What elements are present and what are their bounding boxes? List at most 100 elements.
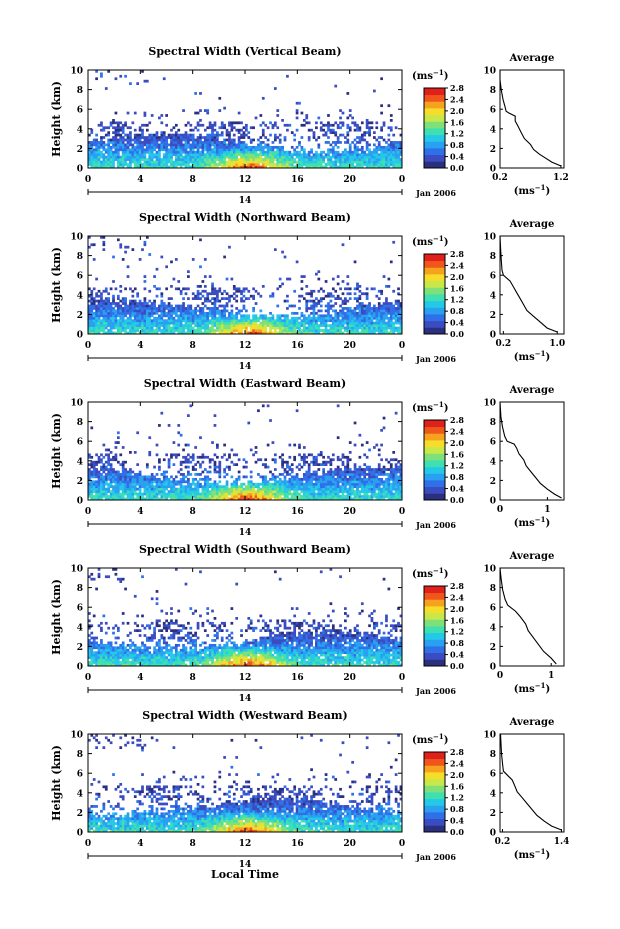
heatmap-cell [184,133,188,137]
heatmap-cell [329,492,333,496]
heatmap-cell [344,487,347,491]
heatmap-cell [102,487,106,491]
heatmap-cell [138,324,142,327]
heatmap-cell [264,143,268,147]
heatmap-cell [278,150,282,154]
heatmap-cell [312,460,316,464]
heatmap-cell [129,314,132,318]
heatmap-cell [373,287,376,291]
heatmap-cell [254,153,258,157]
heatmap-cell [319,480,323,484]
heatmap-cell [322,455,326,459]
heatmap-cell [216,490,219,493]
heatmap-cell [201,153,205,157]
heatmap-cell [348,292,352,296]
heatmap-cell [187,329,190,332]
heatmap-cell [317,160,321,164]
heatmap-cell [245,316,248,320]
heatmap-cell [223,304,226,308]
heatmap-cell [172,126,176,130]
heatmap-cell [203,329,207,332]
heatmap-cell [259,314,263,318]
heatmap-cell [172,482,176,486]
heatmap-cell [162,475,166,479]
heatmap-cell [245,153,248,157]
heatmap-cell [148,475,152,479]
heatmap-cell [92,160,96,164]
heatmap-cell [235,453,239,457]
heatmap-cell [319,163,323,166]
heatmap-cell [155,163,159,166]
average-y-tick-label: 8 [490,86,496,96]
heatmap-cell [194,490,197,493]
heatmap-cell [295,116,299,120]
heatmap-cell [177,287,181,291]
heatmap-cell [358,136,362,139]
heatmap-cell [252,158,255,161]
heatmap-cell [302,475,306,479]
heatmap-cell [208,150,212,154]
heatmap-cell [319,487,323,491]
heatmap-cell [158,468,161,471]
heatmap-cell [281,465,284,469]
heatmap-cell [281,319,284,323]
heatmap-cell [261,165,265,169]
heatmap-cell [237,321,241,325]
heatmap-cell [225,165,229,169]
heatmap-cell [315,155,318,159]
heatmap-cell [153,475,156,479]
heatmap-cell [211,131,214,134]
heatmap-cell [261,131,265,134]
heatmap-cell [252,126,255,130]
heatmap-cell [121,307,125,310]
heatmap-cell [235,294,239,298]
heatmap-cell [278,477,282,481]
heatmap-cell [327,302,330,305]
heatmap-cell [95,165,98,169]
colorbar-tick-label: 2.0 [450,272,464,282]
heatmap-cell [252,160,255,164]
heatmap-cell [240,329,243,332]
heatmap-cell [336,275,340,278]
heatmap-cell [116,319,120,323]
heatmap-cell [208,123,212,127]
heatmap-cell [373,158,376,161]
heatmap-cell [377,148,381,152]
colorbar-frame [423,253,446,335]
heatmap-cell [194,477,197,481]
heatmap-cell [218,480,222,484]
heatmap-cell [237,475,241,479]
heatmap-cell [148,321,152,325]
heatmap-cell [148,451,152,454]
colorbar-segment [424,307,445,315]
panel-title: Spectral Width (Vertical Beam) [148,45,341,58]
heatmap-cell [242,316,246,320]
heatmap-cell [155,473,159,476]
heatmap-cell [315,316,318,320]
heatmap-cell [114,126,118,130]
heatmap-cell [203,258,207,261]
heatmap-cell [124,302,127,305]
heatmap-cell [191,455,195,459]
heatmap-cell [196,158,200,161]
heatmap-cell [317,492,321,496]
heatmap-cell [177,133,181,137]
heatmap-cell [346,324,350,327]
heatmap-cell [211,292,214,296]
heatmap-cell [150,133,154,137]
heatmap-cell [179,155,183,159]
heatmap-cell [196,153,200,157]
heatmap-cell [271,324,275,327]
heatmap-cell [213,155,217,159]
heatmap-cell [213,321,217,325]
heatmap-cell [348,163,352,166]
heatmap-cell [271,490,275,493]
heatmap-cell [327,128,330,132]
heatmap-cell [399,160,403,164]
heatmap-cell [358,468,362,471]
heatmap-cell [360,133,364,137]
heatmap-cell [344,475,347,479]
y-axis-title: Height (km) [50,81,63,157]
heatmap-cell [273,123,277,127]
heatmap-cell [281,490,284,493]
